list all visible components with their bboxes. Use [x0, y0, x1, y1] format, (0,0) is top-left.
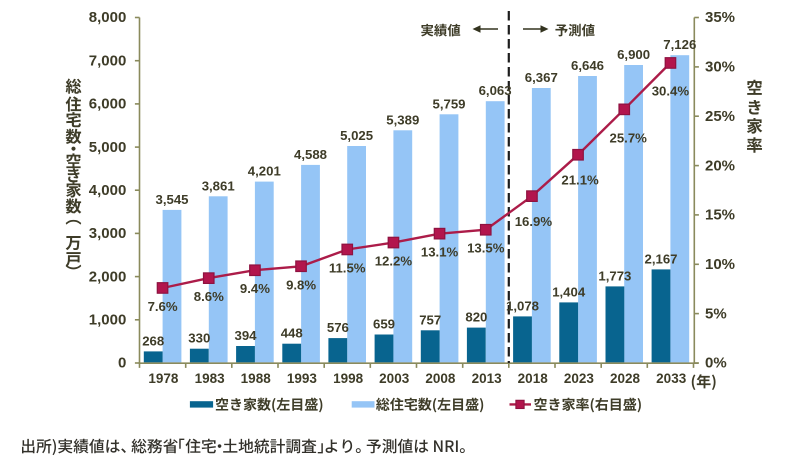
- svg-text:13.1%: 13.1%: [421, 245, 459, 260]
- svg-text:2013: 2013: [472, 371, 503, 386]
- svg-text:20%: 20%: [705, 157, 735, 174]
- svg-text:330: 330: [188, 331, 210, 346]
- svg-text:2033: 2033: [656, 371, 687, 386]
- svg-text:3,861: 3,861: [202, 178, 235, 193]
- svg-text:6,367: 6,367: [525, 70, 558, 85]
- svg-text:7,126: 7,126: [663, 37, 696, 52]
- svg-text:9.8%: 9.8%: [286, 277, 316, 292]
- svg-text:16.9%: 16.9%: [515, 214, 553, 229]
- svg-text:3,000: 3,000: [89, 225, 127, 242]
- svg-text:576: 576: [327, 320, 349, 335]
- svg-text:4,588: 4,588: [294, 147, 327, 162]
- svg-text:4,201: 4,201: [248, 164, 281, 179]
- svg-text:1998: 1998: [333, 371, 364, 386]
- svg-text:1983: 1983: [195, 371, 226, 386]
- svg-text:757: 757: [419, 312, 441, 327]
- svg-text:25%: 25%: [705, 108, 735, 125]
- svg-text:659: 659: [373, 317, 395, 332]
- svg-text:7.6%: 7.6%: [148, 299, 178, 314]
- svg-text:13.5%: 13.5%: [467, 241, 505, 256]
- svg-text:6,000: 6,000: [89, 96, 127, 113]
- svg-text:1,000: 1,000: [89, 312, 127, 329]
- svg-text:8.6%: 8.6%: [194, 289, 224, 304]
- svg-text:1,078: 1,078: [506, 298, 539, 313]
- svg-text:2,167: 2,167: [644, 251, 677, 266]
- svg-text:820: 820: [465, 310, 487, 325]
- svg-text:1,773: 1,773: [598, 268, 631, 283]
- svg-text:7,000: 7,000: [89, 52, 127, 69]
- svg-text:2023: 2023: [564, 371, 595, 386]
- svg-text:2003: 2003: [379, 371, 410, 386]
- svg-text:0%: 0%: [705, 355, 727, 372]
- svg-text:12.2%: 12.2%: [375, 254, 413, 269]
- svg-text:2028: 2028: [610, 371, 641, 386]
- svg-text:6,063: 6,063: [479, 83, 512, 98]
- svg-text:4,000: 4,000: [89, 182, 127, 199]
- svg-text:1988: 1988: [241, 371, 272, 386]
- svg-text:2008: 2008: [425, 371, 456, 386]
- svg-text:10%: 10%: [705, 256, 735, 273]
- svg-text:35%: 35%: [705, 9, 735, 26]
- svg-text:1,404: 1,404: [552, 284, 586, 299]
- svg-text:15%: 15%: [705, 207, 735, 224]
- svg-text:1993: 1993: [287, 371, 318, 386]
- svg-text:268: 268: [142, 333, 164, 348]
- svg-text:3,545: 3,545: [155, 192, 188, 207]
- svg-text:30%: 30%: [705, 59, 735, 76]
- svg-text:0: 0: [118, 355, 126, 372]
- svg-text:6,646: 6,646: [571, 58, 604, 73]
- svg-text:9.4%: 9.4%: [240, 281, 270, 296]
- svg-text:2,000: 2,000: [89, 268, 127, 285]
- svg-text:5,389: 5,389: [386, 112, 419, 127]
- svg-text:21.1%: 21.1%: [561, 173, 599, 188]
- svg-text:5,025: 5,025: [340, 128, 373, 143]
- svg-text:5,759: 5,759: [432, 96, 465, 111]
- svg-text:6,900: 6,900: [617, 47, 650, 62]
- svg-text:8,000: 8,000: [89, 9, 127, 26]
- svg-text:394: 394: [234, 328, 257, 343]
- svg-text:30.4%: 30.4%: [652, 83, 690, 98]
- svg-text:5%: 5%: [705, 305, 727, 322]
- svg-text:11.5%: 11.5%: [329, 261, 366, 276]
- svg-text:25.7%: 25.7%: [609, 130, 647, 145]
- svg-text:5,000: 5,000: [89, 139, 127, 156]
- svg-text:448: 448: [281, 326, 303, 341]
- svg-text:2018: 2018: [518, 371, 549, 386]
- svg-text:1978: 1978: [148, 371, 179, 386]
